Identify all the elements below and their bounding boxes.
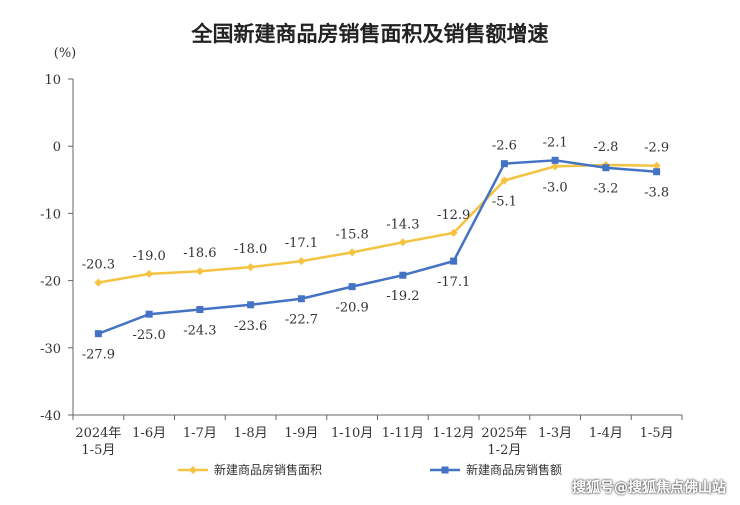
y-axis-unit-label: (%) <box>54 46 77 61</box>
x-tick-label: 1-5月 <box>640 426 674 441</box>
series-2-point <box>348 283 356 291</box>
series-lines <box>97 159 657 335</box>
legend-label: 新建商品房销售额 <box>466 462 562 477</box>
y-tick-label: -10 <box>40 207 61 222</box>
data-label-series-1: -18.0 <box>234 242 267 257</box>
series-1-point <box>145 269 154 278</box>
data-label-series-1: -19.0 <box>132 249 165 264</box>
series-2-point <box>297 295 305 303</box>
series-1-point <box>348 248 357 257</box>
x-tick-label: 1-9月 <box>284 426 318 441</box>
data-label-series-2: -23.6 <box>234 319 267 334</box>
series-2-point <box>450 257 458 265</box>
data-label-series-2: -22.7 <box>285 313 318 328</box>
series-2-point <box>145 310 153 318</box>
series-1-point <box>500 176 509 185</box>
x-tick-label: 2025年 <box>481 426 527 441</box>
y-tick-label: 0 <box>53 140 61 155</box>
x-tick-label: 1-10月 <box>331 426 373 441</box>
data-label-series-1: -15.8 <box>335 227 368 242</box>
x-tick-label: 1-11月 <box>382 426 424 441</box>
data-label-series-1: -17.1 <box>285 236 318 251</box>
data-label-series-2: -17.1 <box>437 275 470 290</box>
legend-swatch-marker <box>189 466 197 474</box>
series-1-point <box>449 228 458 237</box>
series-1-point <box>398 238 407 247</box>
series-1-point <box>297 257 306 266</box>
series-2-point <box>94 330 102 338</box>
series-2-point <box>399 271 407 279</box>
series-2-point <box>602 164 610 172</box>
series-2-point <box>196 305 204 313</box>
data-label-series-2: -25.0 <box>132 328 165 343</box>
data-label-series-2: -24.3 <box>183 323 216 338</box>
legend-swatch-marker <box>441 466 449 474</box>
y-tick-label: 10 <box>44 73 61 88</box>
data-label-series-1: -20.3 <box>82 258 115 273</box>
series-points <box>94 156 661 338</box>
data-label-series-2: -20.9 <box>335 301 368 316</box>
x-tick-label: 1-8月 <box>234 426 268 441</box>
series-1-point <box>94 278 103 287</box>
y-tick-label: -30 <box>40 342 61 357</box>
data-labels: -20.3 -27.9 -19.0 -25.0 -18.6 -24.3 -18.0 -23.6… <box>82 135 669 362</box>
data-label-series-1: -18.6 <box>183 246 216 261</box>
series-1-point <box>652 161 661 170</box>
series-2-point <box>500 160 508 168</box>
x-tick-label: 1-3月 <box>538 426 572 441</box>
y-tick-label: -20 <box>40 275 61 290</box>
x-tick-label: 1-4月 <box>589 426 623 441</box>
x-tick-label: 1-5月 <box>81 443 115 458</box>
data-label-series-2: -3.2 <box>593 182 618 197</box>
watermark: 搜狐号@搜狐焦点佛山站 <box>572 480 726 496</box>
axes: 10 0 -10 -20 -30 -40 (%) 2024年 1-5月 1-6月 1-7月 1-8月 1… <box>40 46 683 458</box>
data-label-series-1: -14.3 <box>386 217 419 232</box>
chart-title: 全国新建商品房销售面积及销售额增速 <box>191 22 549 46</box>
data-label-series-2: -27.9 <box>82 348 115 363</box>
series-2-point <box>247 301 255 309</box>
series-2-point <box>653 168 661 176</box>
x-tick-label: 1-2月 <box>487 443 521 458</box>
data-label-series-1: -5.1 <box>492 194 517 209</box>
data-label-series-2: -2.6 <box>492 139 517 154</box>
series-1-point <box>246 263 255 272</box>
data-label-series-1: -3.0 <box>543 180 568 195</box>
x-tick-label: 1-12月 <box>433 426 475 441</box>
series-line-1 <box>98 163 657 284</box>
x-tick-label: 2024年 <box>75 426 121 441</box>
legend: 新建商品房销售面积 新建商品房销售额 <box>178 462 562 477</box>
data-label-series-1: -12.9 <box>437 208 470 223</box>
series-2-point <box>551 156 559 164</box>
series-line-2 <box>97 159 657 335</box>
data-label-series-1: -2.8 <box>593 140 618 155</box>
y-tick-label: -40 <box>40 409 61 424</box>
data-label-series-1: -2.9 <box>644 141 669 156</box>
x-tick-label: 1-7月 <box>183 426 217 441</box>
data-label-series-2: -3.8 <box>644 186 669 201</box>
series-1-point <box>551 162 560 171</box>
series-1-point <box>195 267 204 276</box>
data-label-series-2: -2.1 <box>543 135 568 150</box>
data-label-series-2: -19.2 <box>386 289 419 304</box>
legend-label: 新建商品房销售面积 <box>214 462 322 477</box>
x-tick-label: 1-6月 <box>132 426 166 441</box>
